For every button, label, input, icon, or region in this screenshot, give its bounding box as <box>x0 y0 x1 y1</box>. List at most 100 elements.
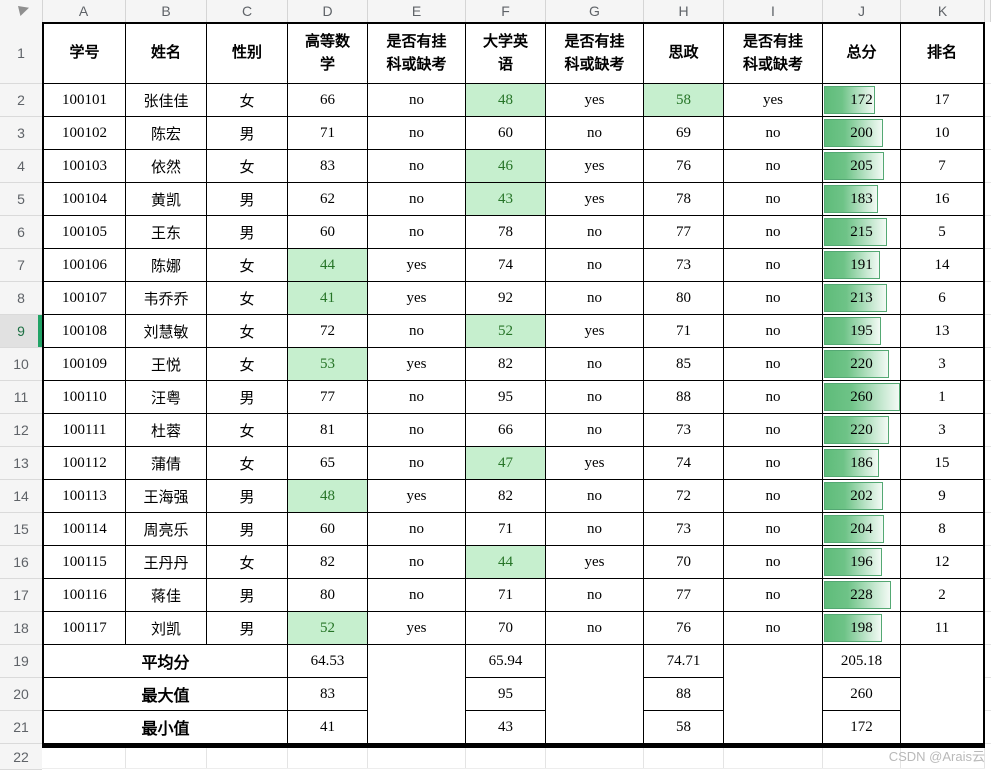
cell-H7[interactable]: 73 <box>644 249 724 282</box>
cell-K3[interactable]: 10 <box>901 117 983 150</box>
row-header-9[interactable]: 9 <box>0 315 42 348</box>
cell-J7[interactable]: 191 <box>823 249 901 282</box>
column-header-g[interactable]: G <box>546 0 644 22</box>
cell-I12[interactable]: no <box>724 414 823 447</box>
column-header-f[interactable]: F <box>466 0 546 22</box>
cell-E18[interactable]: yes <box>368 612 466 645</box>
cell-A12[interactable]: 100111 <box>44 414 126 447</box>
cell-B17[interactable]: 蒋佳 <box>126 579 207 612</box>
cell-E10[interactable]: yes <box>368 348 466 381</box>
cell-A20-merged[interactable]: 最大值 <box>44 678 288 711</box>
cell-B4[interactable]: 依然 <box>126 150 207 183</box>
cell-C8[interactable]: 女 <box>207 282 288 315</box>
cell-H8[interactable]: 80 <box>644 282 724 315</box>
cell-B5[interactable]: 黄凯 <box>126 183 207 216</box>
cell-K2[interactable]: 17 <box>901 84 983 117</box>
cell-D9[interactable]: 72 <box>288 315 368 348</box>
cell-J19[interactable]: 205.18 <box>823 645 901 678</box>
cell-E15[interactable]: no <box>368 513 466 546</box>
cell-F7[interactable]: 74 <box>466 249 546 282</box>
row-header-22[interactable]: 22 <box>0 744 42 770</box>
cell-K19-21-merged[interactable] <box>901 645 983 744</box>
cell-C1[interactable]: 性别 <box>207 24 288 84</box>
cell-D6[interactable]: 60 <box>288 216 368 249</box>
cell-F9[interactable]: 52 <box>466 315 546 348</box>
cell-B7[interactable]: 陈娜 <box>126 249 207 282</box>
cell-K10[interactable]: 3 <box>901 348 983 381</box>
cell-I2[interactable]: yes <box>724 84 823 117</box>
cell-J3[interactable]: 200 <box>823 117 901 150</box>
cell-D2[interactable]: 66 <box>288 84 368 117</box>
cell-A7[interactable]: 100106 <box>44 249 126 282</box>
cell-E2[interactable]: no <box>368 84 466 117</box>
cell-F18[interactable]: 70 <box>466 612 546 645</box>
cell-B16[interactable]: 王丹丹 <box>126 546 207 579</box>
cell-H20[interactable]: 88 <box>644 678 724 711</box>
cell-D17[interactable]: 80 <box>288 579 368 612</box>
column-header-h[interactable]: H <box>644 0 724 22</box>
cell-C3[interactable]: 男 <box>207 117 288 150</box>
row-header-18[interactable]: 18 <box>0 612 42 645</box>
cell-B13[interactable]: 蒲倩 <box>126 447 207 480</box>
cell-D8[interactable]: 41 <box>288 282 368 315</box>
cell-I15[interactable]: no <box>724 513 823 546</box>
cell-H3[interactable]: 69 <box>644 117 724 150</box>
cell-F10[interactable]: 82 <box>466 348 546 381</box>
cell-J11[interactable]: 260 <box>823 381 901 414</box>
cell-D19[interactable]: 64.53 <box>288 645 368 678</box>
cell-A16[interactable]: 100115 <box>44 546 126 579</box>
cell-H13[interactable]: 74 <box>644 447 724 480</box>
row-header-17[interactable]: 17 <box>0 579 42 612</box>
cell-H11[interactable]: 88 <box>644 381 724 414</box>
cell-A17[interactable]: 100116 <box>44 579 126 612</box>
cell-H17[interactable]: 77 <box>644 579 724 612</box>
cell-F14[interactable]: 82 <box>466 480 546 513</box>
cell-K4[interactable]: 7 <box>901 150 983 183</box>
cell-D7[interactable]: 44 <box>288 249 368 282</box>
cell-F5[interactable]: 43 <box>466 183 546 216</box>
cell-H21[interactable]: 58 <box>644 711 724 744</box>
cell-H4[interactable]: 76 <box>644 150 724 183</box>
cell-B6[interactable]: 王东 <box>126 216 207 249</box>
cell-J15[interactable]: 204 <box>823 513 901 546</box>
cell-I7[interactable]: no <box>724 249 823 282</box>
cell-K15[interactable]: 8 <box>901 513 983 546</box>
cell-E4[interactable]: no <box>368 150 466 183</box>
cell-J5[interactable]: 183 <box>823 183 901 216</box>
cell-B8[interactable]: 韦乔乔 <box>126 282 207 315</box>
cell-I16[interactable]: no <box>724 546 823 579</box>
cell-D15[interactable]: 60 <box>288 513 368 546</box>
cell-A13[interactable]: 100112 <box>44 447 126 480</box>
cell-H15[interactable]: 73 <box>644 513 724 546</box>
cell-G18[interactable]: no <box>546 612 644 645</box>
cell-C18[interactable]: 男 <box>207 612 288 645</box>
cell-B10[interactable]: 王悦 <box>126 348 207 381</box>
cell-J2[interactable]: 172 <box>823 84 901 117</box>
cell-C5[interactable]: 男 <box>207 183 288 216</box>
cell-C13[interactable]: 女 <box>207 447 288 480</box>
cell-K16[interactable]: 12 <box>901 546 983 579</box>
select-all-corner[interactable] <box>0 0 43 22</box>
cell-H2[interactable]: 58 <box>644 84 724 117</box>
cell-G8[interactable]: no <box>546 282 644 315</box>
cell-D11[interactable]: 77 <box>288 381 368 414</box>
cell-E5[interactable]: no <box>368 183 466 216</box>
cell-C17[interactable]: 男 <box>207 579 288 612</box>
cell-C16[interactable]: 女 <box>207 546 288 579</box>
cell-F12[interactable]: 66 <box>466 414 546 447</box>
cell-A19-merged[interactable]: 平均分 <box>44 645 288 678</box>
cell-J12[interactable]: 220 <box>823 414 901 447</box>
cell-F3[interactable]: 60 <box>466 117 546 150</box>
cell-E8[interactable]: yes <box>368 282 466 315</box>
cell-C9[interactable]: 女 <box>207 315 288 348</box>
cell-J10[interactable]: 220 <box>823 348 901 381</box>
column-header-extra[interactable] <box>985 0 991 22</box>
cell-G6[interactable]: no <box>546 216 644 249</box>
row-header-4[interactable]: 4 <box>0 150 42 183</box>
cell-A15[interactable]: 100114 <box>44 513 126 546</box>
cell-G16[interactable]: yes <box>546 546 644 579</box>
cell-G11[interactable]: no <box>546 381 644 414</box>
cell-H9[interactable]: 71 <box>644 315 724 348</box>
cell-G4[interactable]: yes <box>546 150 644 183</box>
cell-B14[interactable]: 王海强 <box>126 480 207 513</box>
